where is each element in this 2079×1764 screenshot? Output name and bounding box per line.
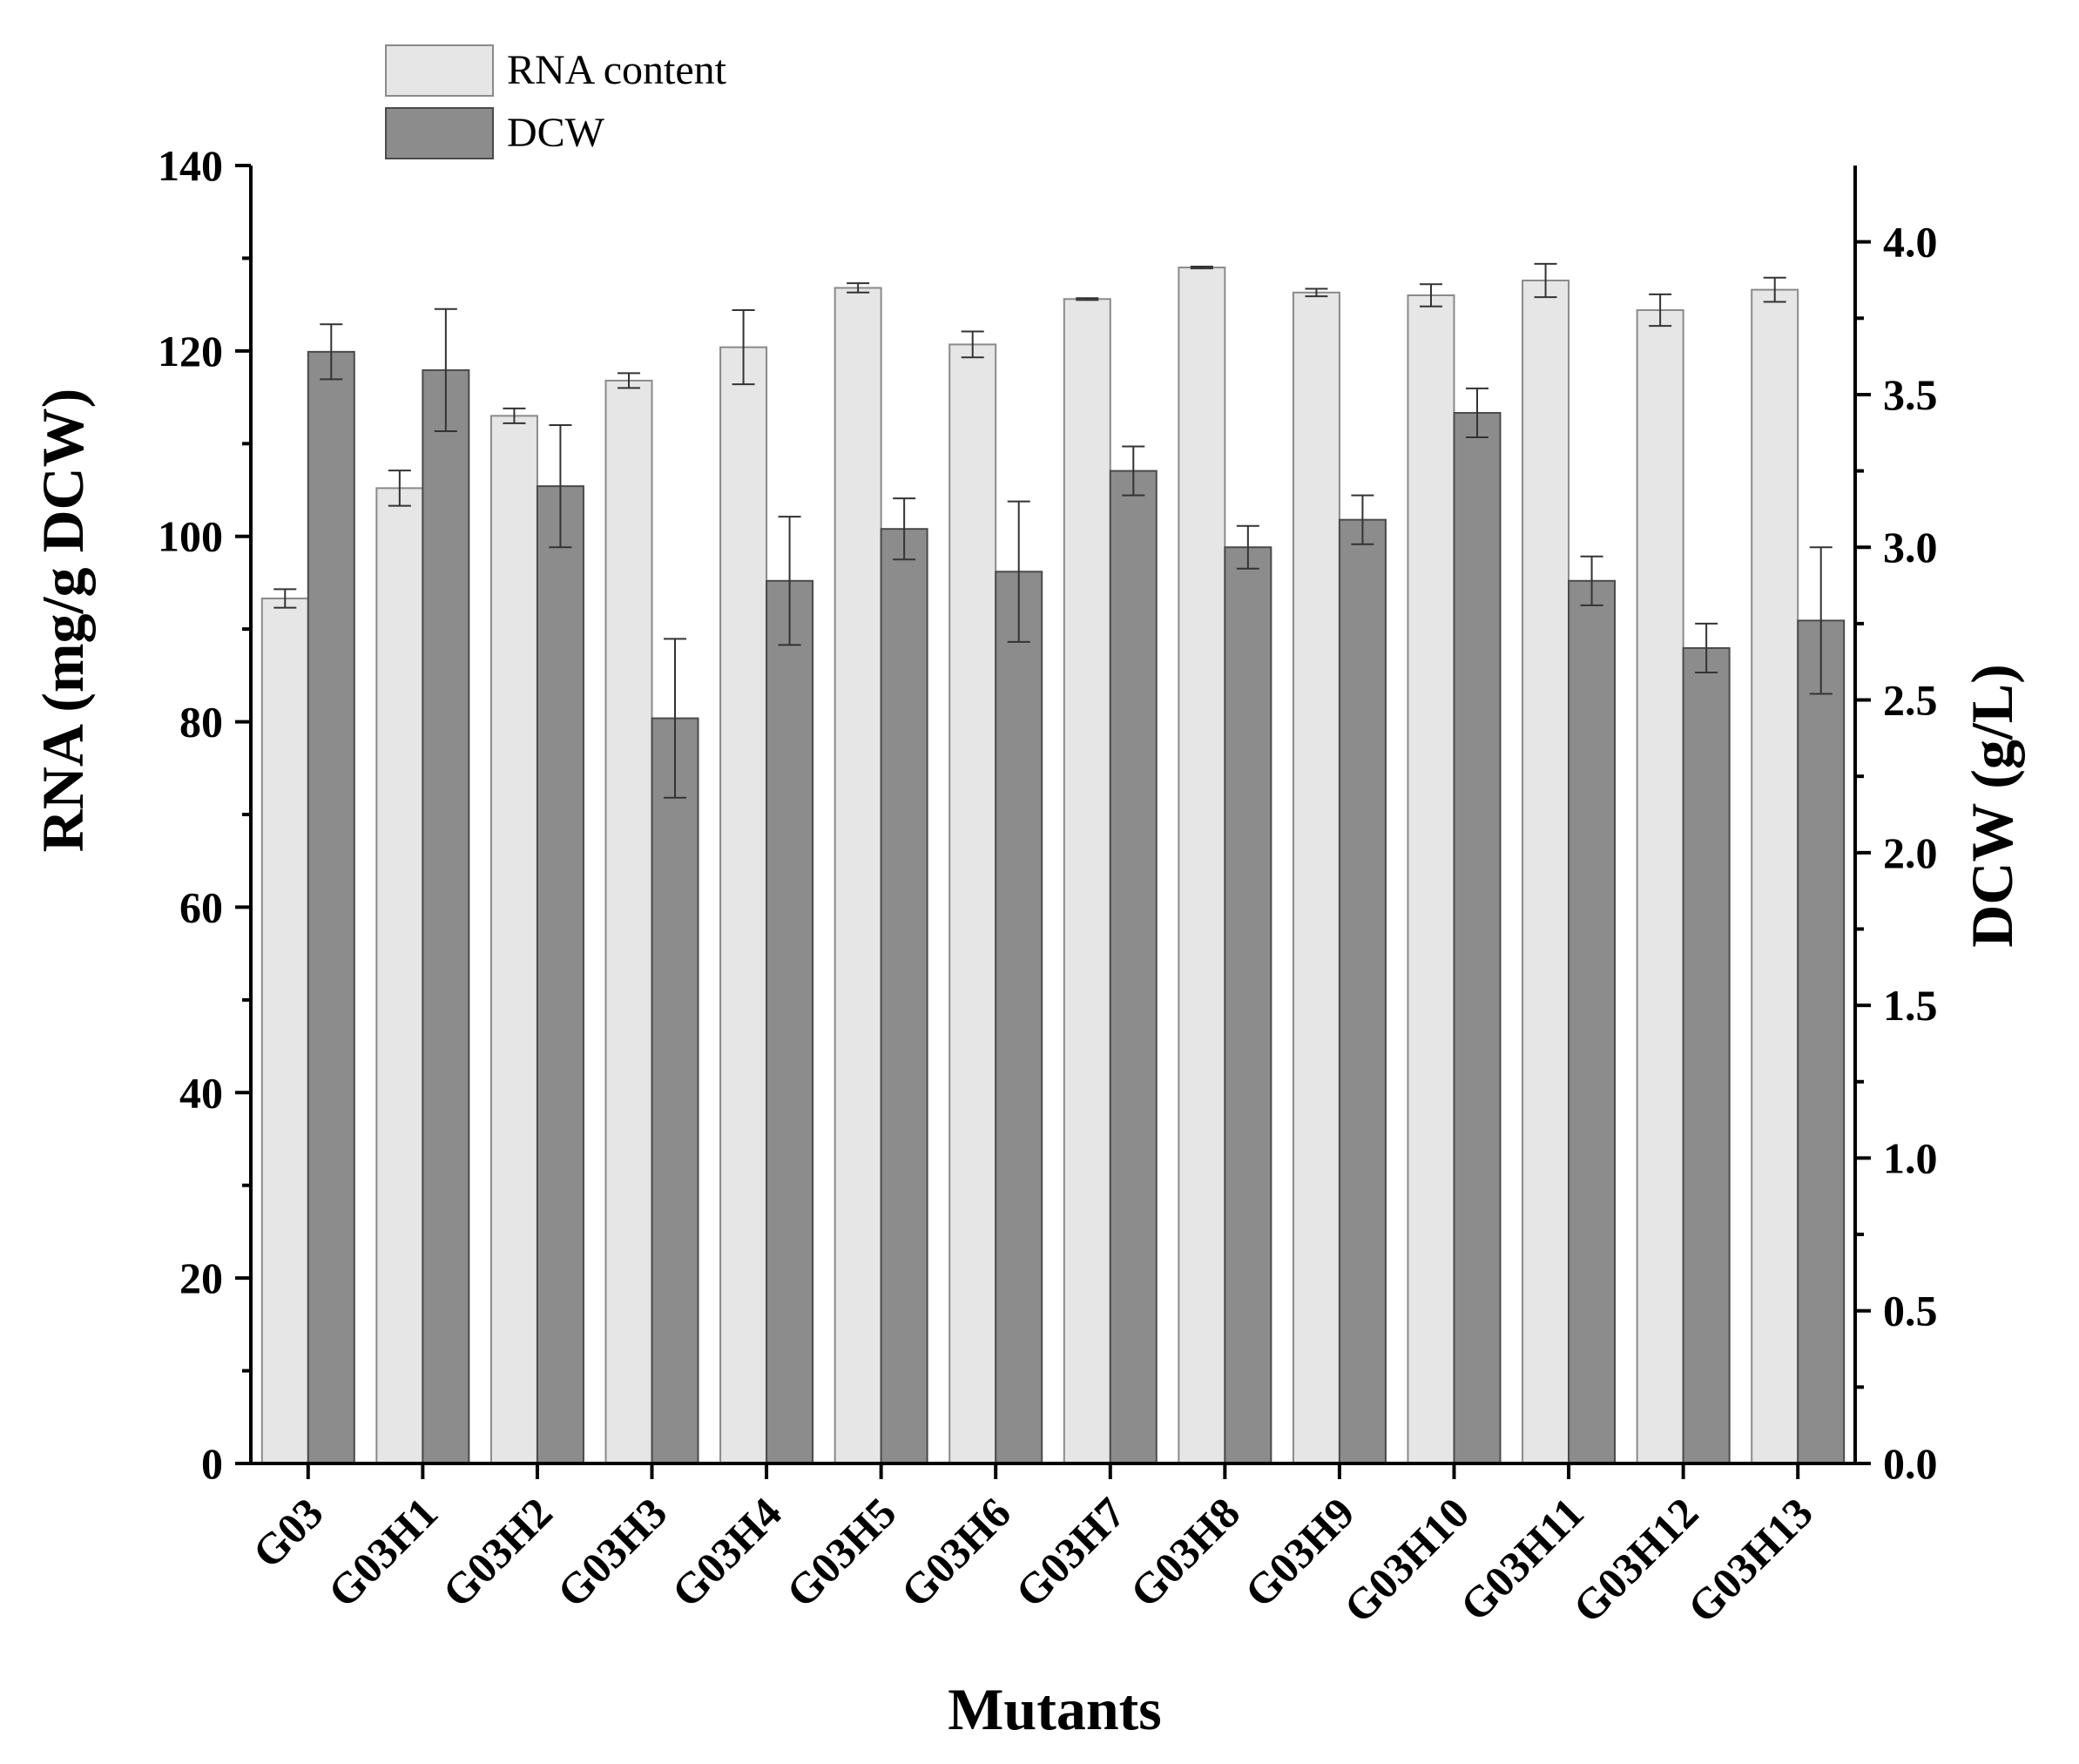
bar-rna-content-g03h11 [1522,279,1570,1464]
bar-rna-content-g03h7 [1063,298,1111,1464]
bar-rna-content-g03h6 [948,343,997,1465]
bar-dcw-g03h1 [422,368,470,1464]
y2-tick-label: 3.0 [1883,523,1938,571]
y2-axis-title: DCW (g/L) [1959,664,2025,948]
bar-rna-content-g03h10 [1407,294,1455,1464]
bar-rna-content-g03 [260,598,309,1464]
x-tick-label-g03h10: G03H10 [1334,1488,1478,1632]
bar-dcw-g03h5 [880,528,928,1465]
y2-tick-label: 2.0 [1883,828,1938,877]
x-tick-label-g03h8: G03H8 [1120,1488,1249,1617]
y-axis-title: RNA (mg/g DCW) [30,389,96,853]
bar-rna-content-g03h4 [719,346,768,1465]
bar-rna-content-g03h5 [834,287,882,1464]
bar-rna-content-g03h1 [375,487,424,1464]
bar-dcw-g03h11 [1568,579,1617,1464]
y2-tick-label: 4.0 [1883,218,1938,267]
bar-dcw-g03h6 [995,571,1043,1464]
bar-dcw-g03h8 [1224,546,1272,1464]
y2-tick-label: 0.0 [1883,1439,1938,1488]
x-tick-label-g03h13: G03H13 [1678,1488,1822,1632]
bar-dcw-g03h2 [536,485,584,1464]
bar-dcw-g03h12 [1682,646,1731,1464]
x-tick-label-g03h12: G03H12 [1563,1488,1707,1632]
legend-swatch-dcw [385,107,494,159]
bar-rna-content-g03h12 [1636,309,1684,1464]
x-tick-label-g03: G03 [243,1488,332,1577]
x-tick-label-g03h1: G03H1 [318,1488,447,1617]
bar-rna-content-g03h9 [1292,291,1340,1464]
x-axis-title: Mutants [948,1676,1162,1742]
y-tick-label: 20 [179,1254,223,1302]
bars-layer [260,262,1846,1465]
bar-rna-content-g03h13 [1751,288,1799,1465]
x-tick-label-g03h4: G03H4 [662,1488,791,1617]
y-tick-label: 140 [158,141,223,190]
x-tick-label-g03h6: G03H6 [891,1488,1020,1617]
y2-tick-label: 1.0 [1883,1133,1938,1182]
y-tick-label: 60 [179,882,223,931]
x-tick-label-g03h3: G03H3 [548,1488,677,1617]
y-tick-label: 80 [179,698,223,747]
legend-label-rna-content: RNA content [507,47,727,93]
y2-tick-label: 3.5 [1883,370,1938,419]
bar-dcw-g03h7 [1109,470,1158,1464]
bar-dcw-g03h3 [651,717,699,1464]
x-tick-label-g03h11: G03H11 [1450,1488,1592,1630]
bar-rna-content-g03h2 [489,415,538,1464]
y2-tick-label: 1.5 [1883,981,1938,1030]
bar-dcw-g03h4 [766,579,814,1464]
bar-dcw-g03h10 [1453,411,1502,1465]
bar-rna-content-g03h3 [604,379,653,1464]
bar-dcw-g03 [307,350,355,1465]
y-tick-label: 100 [158,512,223,561]
legend-swatch-rna-content [385,44,494,97]
y-tick-label: 120 [158,327,223,375]
y2-tick-label: 0.5 [1883,1287,1938,1335]
legend-label-dcw: DCW [507,110,605,156]
x-tick-label-g03h5: G03H5 [777,1488,906,1617]
y-tick-label: 0 [201,1439,223,1488]
bar-rna-content-g03h8 [1178,267,1226,1465]
y2-tick-label: 2.5 [1883,676,1938,725]
bar-dcw-g03h13 [1797,619,1846,1464]
bar-dcw-g03h9 [1338,518,1387,1464]
x-tick-label-g03h7: G03H7 [1006,1488,1135,1617]
y-tick-label: 40 [179,1068,223,1117]
x-tick-label-g03h2: G03H2 [433,1488,562,1617]
legend: RNA content DCW [385,44,727,159]
